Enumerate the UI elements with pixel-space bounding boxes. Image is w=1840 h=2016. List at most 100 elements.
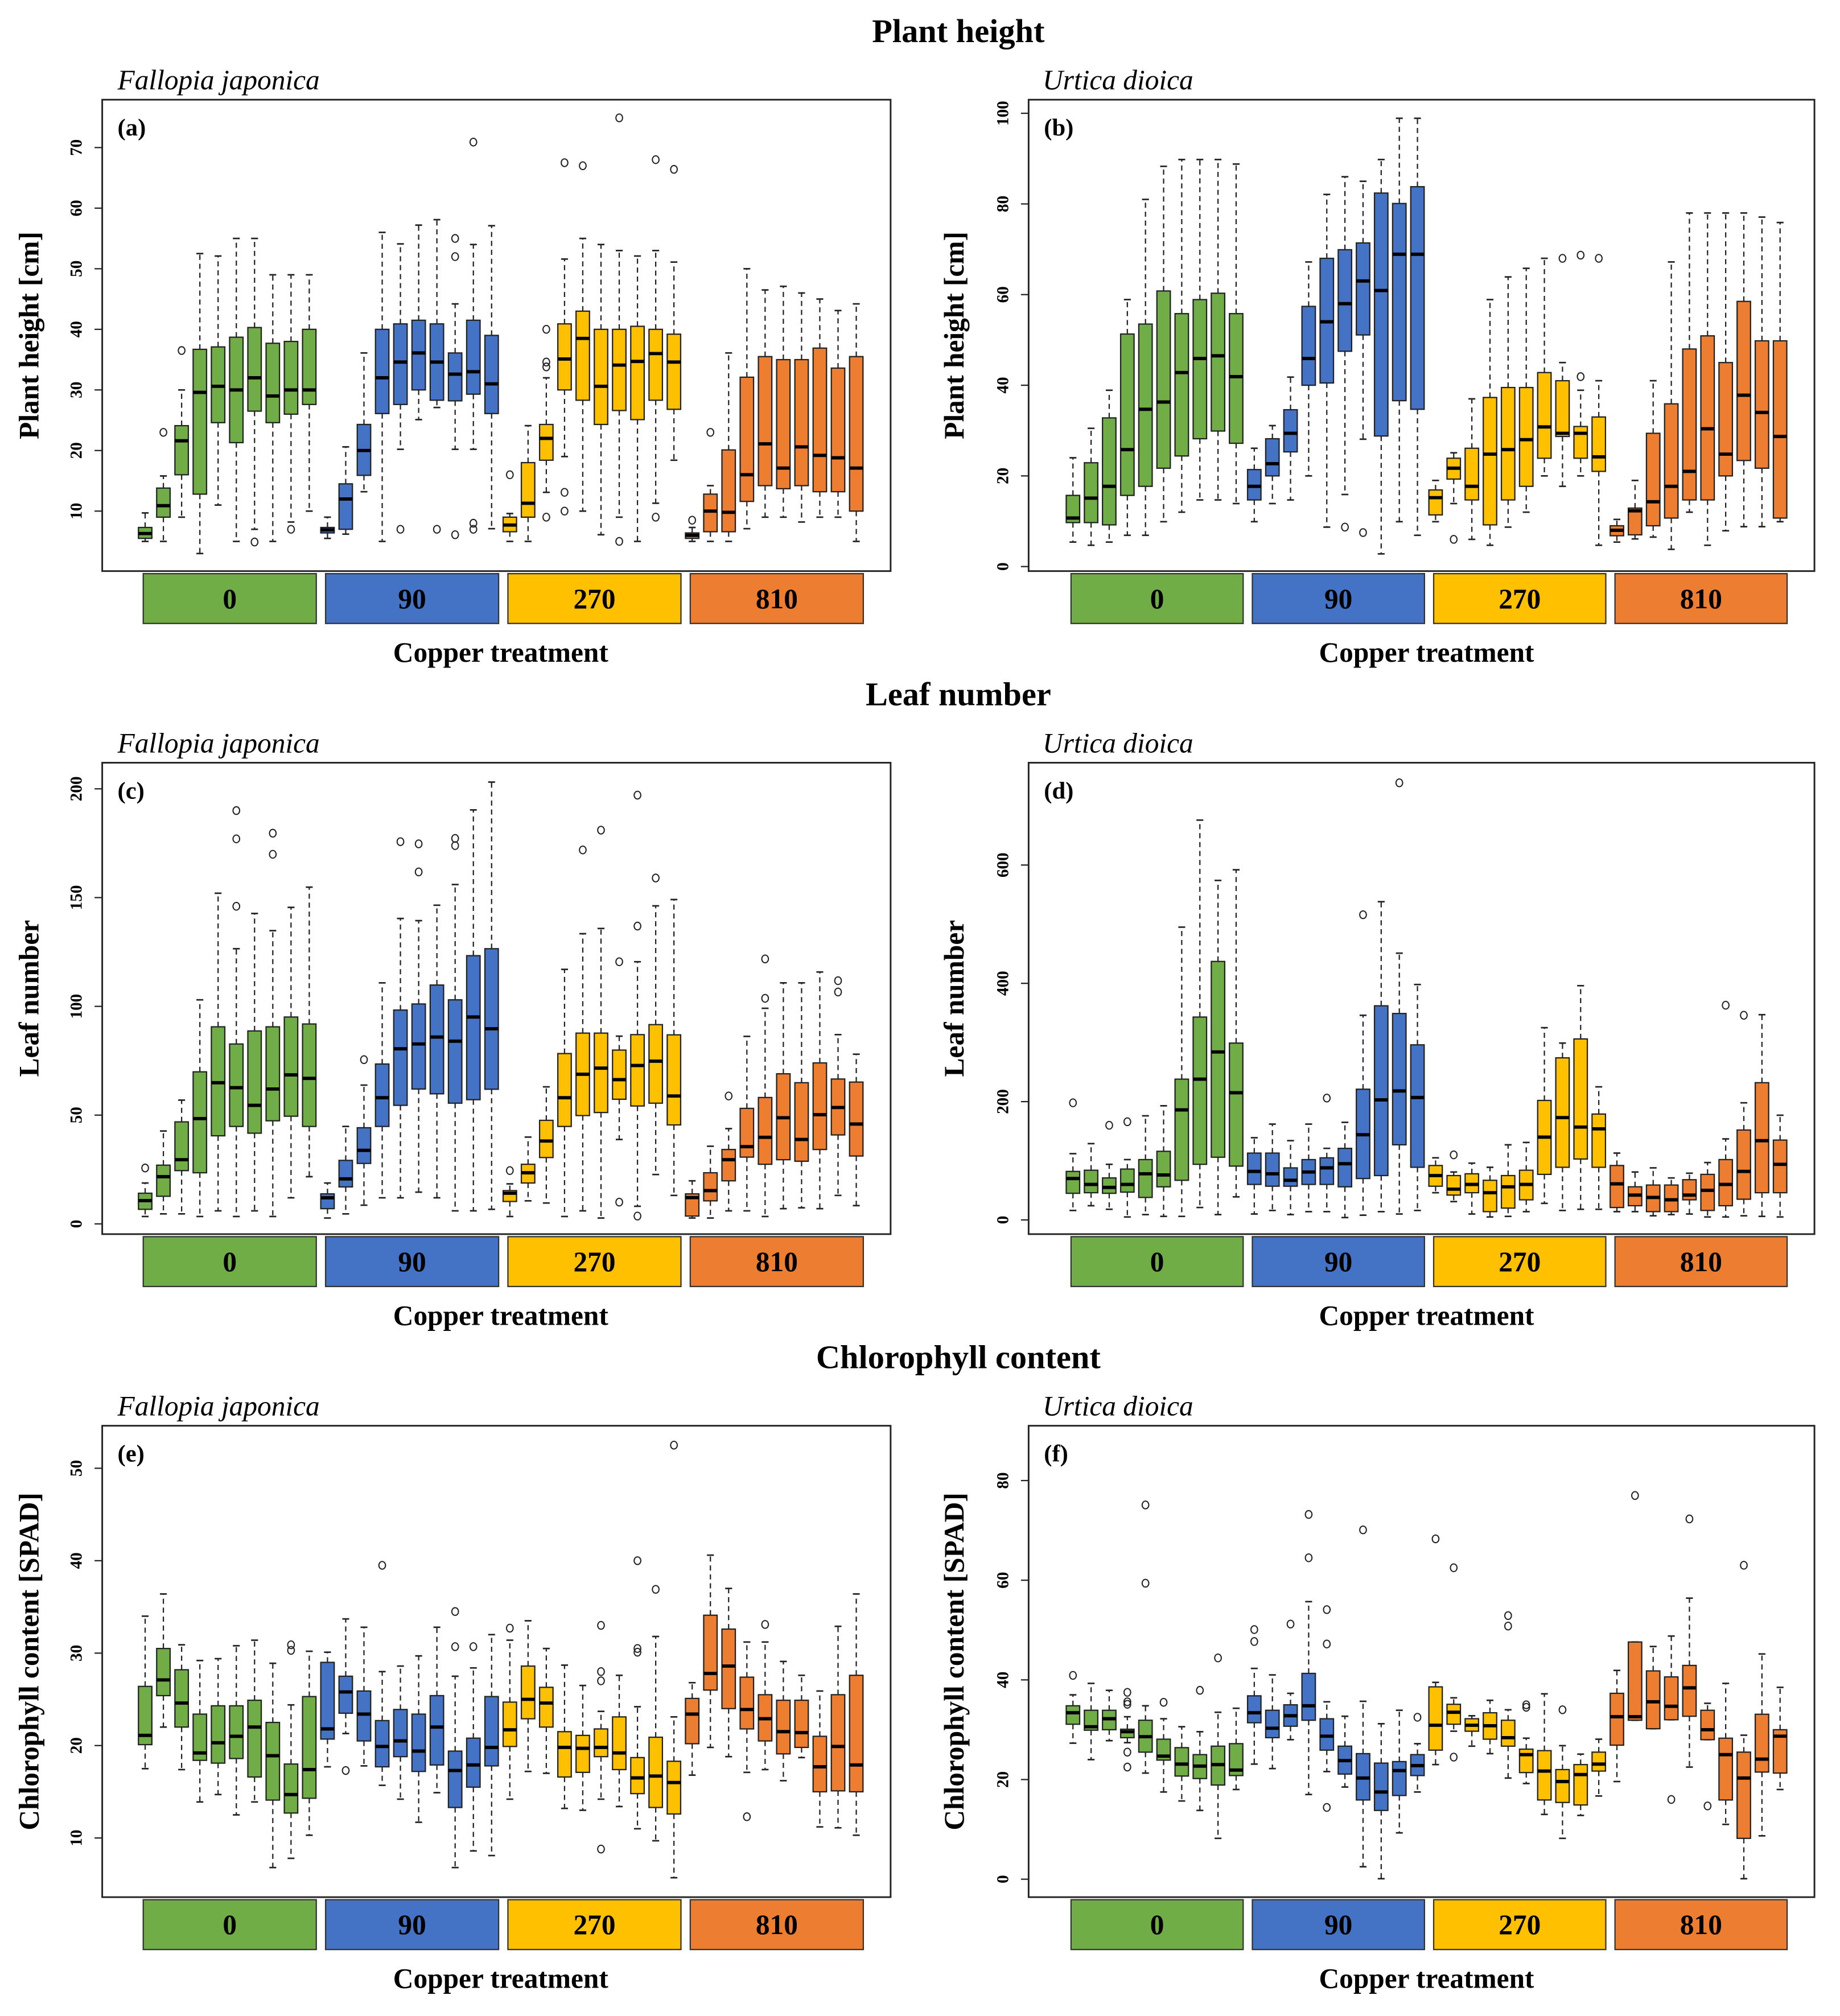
box-iqr [174, 1669, 190, 1728]
panel-letter: (c) [118, 777, 145, 804]
box-3 [174, 389, 190, 518]
box-iqr [302, 1023, 317, 1127]
box-13 [1283, 1140, 1298, 1215]
box-35 [1682, 1172, 1697, 1215]
box-7 [247, 237, 262, 530]
box-iqr [739, 1107, 755, 1158]
box-26 [1518, 267, 1534, 513]
outlier-point [561, 506, 569, 516]
box-iqr [411, 1713, 426, 1772]
box-iqr [703, 1172, 718, 1202]
box-iqr [138, 1685, 153, 1746]
box-27 [1537, 1693, 1552, 1816]
box-iqr [1736, 1129, 1751, 1200]
box-iqr [1736, 300, 1751, 461]
box-iqr [1428, 489, 1443, 516]
box-12 [1265, 1123, 1280, 1211]
outlier-point [141, 1163, 149, 1173]
box-iqr [812, 1062, 828, 1151]
box-24 [1483, 1699, 1497, 1755]
box-40 [1772, 1687, 1788, 1791]
box-iqr [1428, 1686, 1443, 1751]
box-iqr [794, 1699, 809, 1749]
box-31 [1610, 1669, 1624, 1783]
box-27 [1537, 257, 1552, 477]
box-iqr [1246, 1152, 1262, 1185]
box-iqr [320, 1662, 335, 1740]
box-iqr [1483, 397, 1497, 526]
box-iqr [1664, 1676, 1679, 1721]
outlier-point [505, 1166, 514, 1176]
panel-letter: (b) [1044, 114, 1073, 141]
box-25 [1500, 1709, 1516, 1779]
box-iqr [265, 343, 281, 423]
category-bar-270 [507, 573, 682, 624]
box-iqr [1084, 1169, 1099, 1194]
outlier-point [1450, 535, 1458, 544]
outlier-point [341, 1766, 350, 1775]
box-iqr [1301, 306, 1316, 386]
box-iqr [1537, 1750, 1552, 1801]
box-iqr [849, 1081, 864, 1157]
box-iqr [1065, 494, 1081, 523]
box-iqr [630, 1757, 645, 1795]
outlier-point [451, 1642, 459, 1651]
box-20 [1410, 117, 1425, 537]
outlier-point [1323, 1803, 1331, 1812]
outlier-point [287, 1640, 295, 1650]
box-20 [1410, 1743, 1425, 1793]
box-14 [374, 1671, 390, 1786]
box-19 [466, 1667, 481, 1852]
category-label-270: 270 [1499, 1909, 1541, 1940]
box-iqr [1392, 203, 1407, 402]
box-iqr [849, 1675, 864, 1793]
box-iqr [1119, 333, 1135, 496]
category-bar-810 [689, 1899, 865, 1951]
box-iqr [666, 1761, 682, 1815]
outlier-point [834, 976, 842, 986]
box-28 [630, 1706, 645, 1830]
box-iqr [1573, 1764, 1588, 1806]
box-5 [1138, 1705, 1153, 1774]
box-iqr [1174, 1747, 1189, 1777]
box-32 [1627, 479, 1643, 540]
y-tick-label: 40 [994, 377, 1012, 393]
category-bar-810 [1614, 1899, 1788, 1951]
y-tick-label: 10 [68, 503, 86, 520]
box-5 [211, 892, 226, 1212]
box-11 [320, 516, 335, 539]
box-8 [1192, 1731, 1208, 1812]
outlier-point [1123, 1762, 1131, 1772]
outlier-point [542, 357, 550, 367]
x-axis-label: Copper treatment [1319, 1963, 1534, 1994]
box-37 [1718, 212, 1734, 532]
box-iqr [283, 1763, 299, 1814]
box-iqr [1700, 335, 1715, 501]
box-2 [1084, 427, 1099, 546]
y-tick-label: 80 [994, 196, 1012, 212]
outlier-point [597, 1676, 605, 1685]
box-5 [1138, 199, 1153, 537]
outlier-point [1558, 254, 1567, 263]
outlier-point [633, 1647, 641, 1657]
box-iqr [1319, 1718, 1335, 1751]
box-29 [648, 905, 664, 1176]
box-13 [1283, 1692, 1298, 1741]
category-bar-270 [1433, 573, 1607, 624]
box-3 [1102, 1689, 1117, 1742]
outlier-point [1105, 1120, 1113, 1130]
outlier-point [597, 826, 605, 835]
box-35 [1682, 1597, 1697, 1768]
box-16 [1337, 1715, 1353, 1788]
box-iqr [685, 1697, 700, 1745]
y-tick-label: 60 [68, 200, 86, 216]
outlier-point [542, 362, 550, 372]
box-iqr [1373, 1005, 1389, 1177]
box-iqr [666, 333, 682, 410]
outlier-point [1069, 1671, 1077, 1680]
box-iqr [1700, 1709, 1715, 1741]
box-iqr [1682, 1179, 1697, 1201]
outlier-point [505, 470, 514, 480]
box-15 [393, 243, 408, 450]
box-27 [612, 1674, 627, 1808]
